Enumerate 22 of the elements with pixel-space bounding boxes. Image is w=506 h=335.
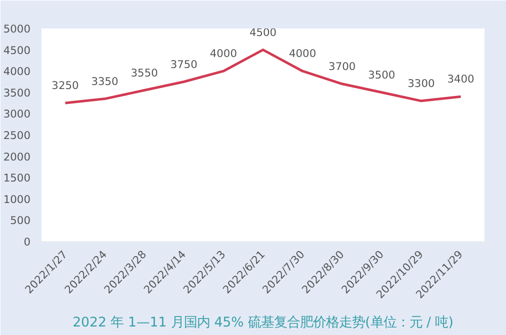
data-label: 3500 (368, 68, 396, 82)
y-tick-label: 1000 (3, 192, 31, 206)
y-tick-label: 1500 (3, 172, 31, 185)
data-label: 3700 (328, 60, 356, 73)
data-label: 3400 (447, 72, 475, 86)
y-tick-label: 2500 (3, 129, 31, 142)
y-tick-label: 3500 (3, 86, 31, 100)
data-label: 4000 (288, 47, 316, 60)
data-label: 4000 (210, 47, 238, 60)
y-tick-label: 3000 (3, 108, 31, 121)
text: 2022 年 1—11 月国内 45% 硫基复合肥价格走势(单位：元 / 吨) (72, 316, 454, 330)
data-label: 3750 (170, 58, 198, 71)
y-tick-label: 5000 (3, 22, 31, 36)
data-label: 3350 (91, 74, 119, 88)
y-tick-label: 0 (24, 236, 31, 248)
y-tick-label: 500 (10, 214, 31, 228)
data-label: 3550 (130, 66, 158, 80)
data-label: 3250 (52, 79, 80, 92)
y-tick-label: 4500 (3, 44, 31, 57)
y-tick-label: 4000 (3, 65, 31, 78)
data-label: 3300 (408, 76, 435, 90)
y-tick-label: 2000 (3, 150, 31, 164)
